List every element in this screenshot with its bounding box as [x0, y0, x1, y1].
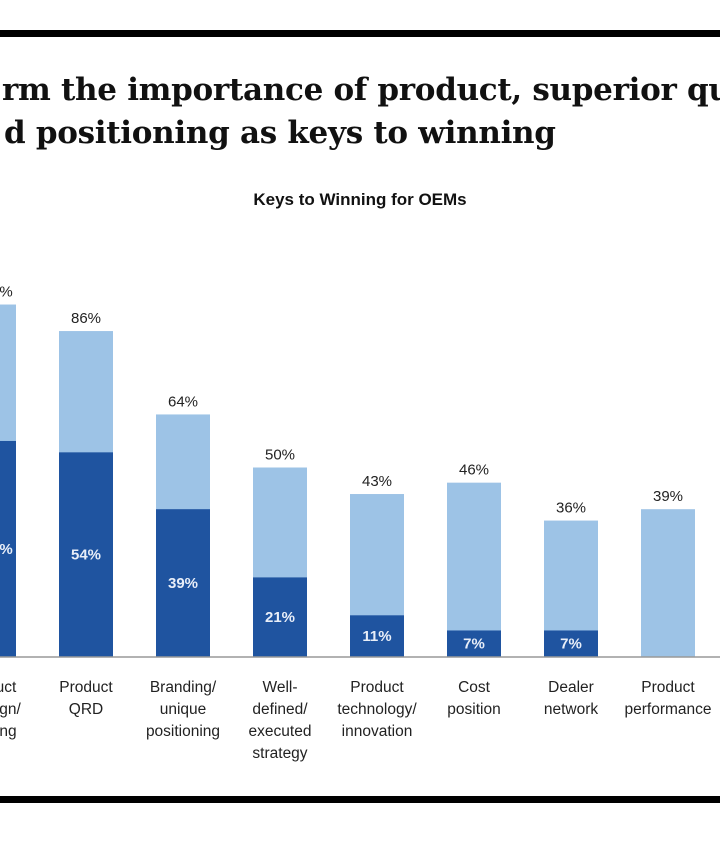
category-label: uct	[0, 679, 17, 696]
total-label: 46%	[459, 462, 489, 479]
dark-label: 39%	[168, 575, 198, 592]
category-label: QRD	[69, 701, 103, 718]
dark-label: 54%	[71, 547, 101, 564]
category-label: performance	[624, 701, 711, 718]
dark-label: 7%	[463, 636, 485, 653]
headline-line-2: d positioning as keys to winning	[4, 115, 556, 151]
category-label: Branding/	[150, 679, 217, 696]
category-label: technology/	[337, 701, 417, 718]
category-label: Product	[350, 679, 404, 696]
category-label: innovation	[342, 723, 413, 740]
total-label: 64%	[168, 393, 198, 410]
category-label: ng	[0, 723, 17, 740]
dark-label: 7%	[560, 636, 582, 653]
category-label: Well-	[262, 679, 297, 696]
bar-dark	[447, 630, 501, 657]
category-label: network	[544, 701, 599, 718]
total-label: %	[0, 284, 13, 301]
category-label: Product	[59, 679, 113, 696]
total-label: 43%	[362, 473, 392, 490]
category-label: gn/	[0, 701, 21, 718]
headline-line-1: rm the importance of product, superior q…	[2, 72, 720, 108]
top-border	[0, 30, 720, 37]
total-label: 36%	[556, 500, 586, 517]
category-label: executed	[249, 723, 312, 740]
total-label: 50%	[265, 447, 295, 464]
bar-total	[447, 482, 501, 657]
category-label: Dealer	[548, 679, 594, 696]
chart-title: Keys to Winning for OEMs	[253, 190, 467, 209]
bar-dark	[0, 440, 16, 657]
dark-label: %	[0, 541, 13, 558]
category-label: Cost	[458, 679, 491, 696]
bar-dark	[253, 577, 307, 657]
category-label: positioning	[146, 723, 220, 740]
dark-label: 11%	[362, 628, 391, 645]
bar-dark	[156, 509, 210, 657]
category-label: Product	[641, 679, 695, 696]
total-label: 39%	[653, 488, 683, 505]
category-label: defined/	[252, 701, 308, 718]
dark-label: 21%	[265, 609, 295, 626]
bar-dark	[59, 452, 113, 657]
category-label: unique	[160, 701, 207, 718]
bar-dark	[544, 630, 598, 657]
bar-total	[641, 509, 695, 657]
category-label: strategy	[252, 745, 307, 762]
bar-dark	[350, 615, 404, 657]
total-label: 86%	[71, 310, 101, 327]
bottom-border	[0, 796, 720, 803]
category-label: position	[447, 701, 500, 718]
